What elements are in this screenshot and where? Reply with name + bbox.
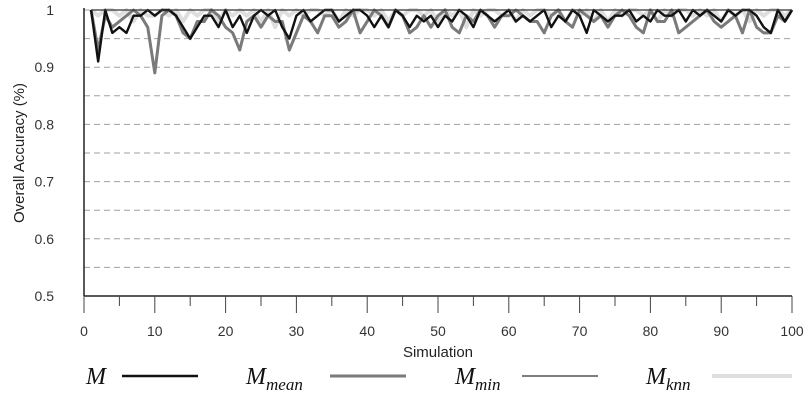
x-tick-label: 10 <box>147 323 163 339</box>
axes <box>83 8 792 297</box>
legend: M Mmean Mmin Mknn <box>85 364 792 394</box>
x-tick-label: 20 <box>218 323 234 339</box>
legend-label-mmean: Mmean <box>245 364 303 394</box>
x-tick-label: 40 <box>359 323 375 339</box>
y-tick-label: 0.8 <box>35 116 55 132</box>
x-tick-label: 70 <box>572 323 588 339</box>
x-tick-label: 60 <box>501 323 517 339</box>
y-axis-title: Overall Accuracy (%) <box>11 83 28 223</box>
y-tick-label: 0.6 <box>35 231 55 247</box>
y-tick-label: 1 <box>46 2 54 18</box>
x-tick-label: 90 <box>713 323 729 339</box>
legend-label-mknn: Mknn <box>645 364 691 394</box>
y-tick-label: 0.5 <box>35 288 55 304</box>
series-line-m <box>89 8 794 63</box>
legend-label-mmin: Mmin <box>454 364 501 394</box>
legend-label-m: M <box>85 364 108 390</box>
gridlines <box>84 9 792 268</box>
x-ticks: 0 10 20 30 40 50 60 70 80 90 100 <box>80 296 804 339</box>
x-tick-label: 0 <box>80 323 88 339</box>
x-axis-title: Simulation <box>403 344 473 361</box>
series-layer <box>89 8 794 75</box>
y-ticks: 0.5 0.6 0.7 0.8 0.9 1 <box>35 2 55 304</box>
y-tick-label: 0.9 <box>35 59 55 75</box>
x-tick-label: 50 <box>430 323 446 339</box>
x-tick-label: 30 <box>289 323 305 339</box>
x-tick-label: 100 <box>780 323 804 339</box>
y-tick-label: 0.7 <box>35 174 55 190</box>
x-tick-label: 80 <box>643 323 659 339</box>
